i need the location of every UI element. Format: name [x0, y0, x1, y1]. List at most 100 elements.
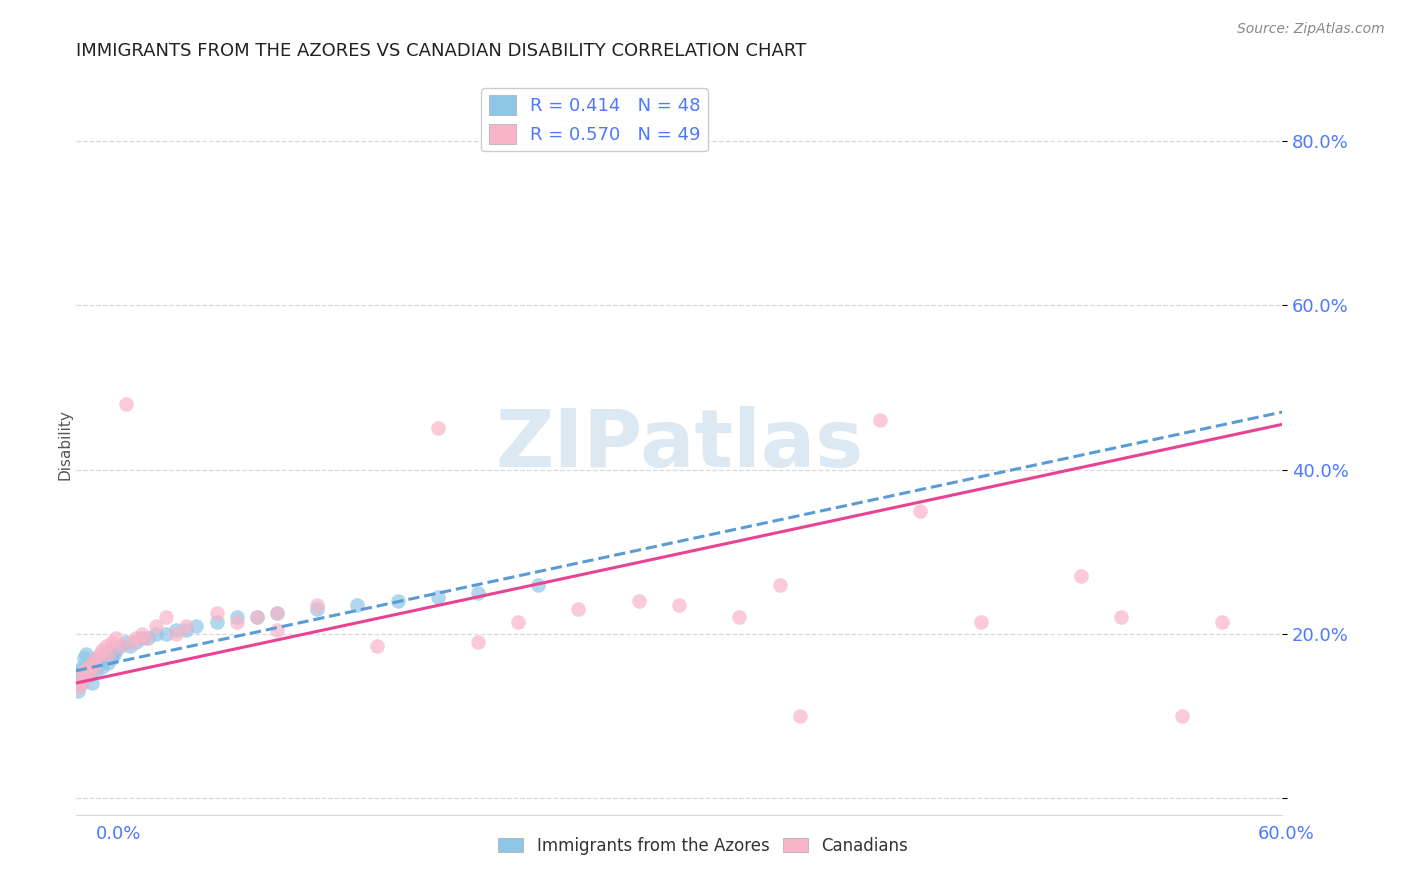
Point [105, 631, 128, 645]
Point [186, 618, 208, 632]
Point [103, 648, 125, 662]
Point [98, 643, 121, 657]
Point [145, 627, 167, 641]
Point [83, 659, 105, 673]
Point [89, 648, 111, 662]
Point [84, 651, 107, 665]
Point [75, 664, 97, 678]
Point [120, 639, 142, 653]
Point [1111, 610, 1133, 624]
Point [1170, 709, 1192, 723]
Point [131, 631, 153, 645]
Point [135, 631, 157, 645]
Point [165, 627, 187, 641]
Point [307, 602, 329, 616]
Point [728, 610, 751, 624]
Point [508, 615, 530, 629]
Point [266, 607, 288, 621]
Point [69, 672, 91, 686]
Point [627, 594, 650, 608]
Point [73, 664, 96, 678]
Point [266, 607, 288, 621]
Point [115, 635, 138, 649]
Point [346, 598, 368, 612]
Point [176, 623, 198, 637]
Point [266, 623, 288, 637]
Point [467, 586, 489, 600]
Point [108, 639, 131, 653]
Point [176, 618, 198, 632]
Point [76, 659, 98, 673]
Point [79, 668, 101, 682]
Point [668, 598, 690, 612]
Point [70, 659, 93, 673]
Point [136, 631, 159, 645]
Point [94, 648, 117, 662]
Text: ZIPatlas: ZIPatlas [495, 406, 863, 483]
Point [131, 627, 153, 641]
Point [94, 639, 117, 653]
Point [73, 651, 96, 665]
Point [789, 709, 811, 723]
Point [66, 684, 89, 698]
Point [307, 598, 329, 612]
Text: 0.0%: 0.0% [96, 825, 141, 843]
Point [567, 602, 589, 616]
Point [869, 413, 891, 427]
Point [387, 594, 409, 608]
Point [768, 577, 790, 591]
Point [246, 610, 269, 624]
Point [89, 651, 111, 665]
Point [84, 651, 107, 665]
Point [80, 656, 103, 670]
Point [125, 635, 148, 649]
Point [80, 656, 103, 670]
Point [90, 643, 112, 657]
Point [69, 676, 91, 690]
Point [97, 656, 120, 670]
Point [527, 577, 550, 591]
Text: IMMIGRANTS FROM THE AZORES VS CANADIAN DISABILITY CORRELATION CHART: IMMIGRANTS FROM THE AZORES VS CANADIAN D… [76, 42, 806, 60]
Point [467, 635, 489, 649]
Point [121, 635, 143, 649]
Point [75, 648, 97, 662]
Text: Source: ZipAtlas.com: Source: ZipAtlas.com [1237, 22, 1385, 37]
Point [426, 590, 449, 604]
Point [75, 668, 97, 682]
Point [83, 659, 105, 673]
Point [205, 607, 228, 621]
Point [115, 397, 138, 411]
Point [87, 656, 110, 670]
Point [910, 503, 932, 517]
Point [79, 664, 101, 678]
Point [66, 672, 89, 686]
Point [969, 615, 991, 629]
Point [225, 610, 247, 624]
Point [108, 639, 131, 653]
Point [1211, 615, 1233, 629]
Point [1070, 569, 1092, 583]
Point [66, 680, 89, 694]
Point [70, 676, 93, 690]
Point [76, 659, 98, 673]
Point [165, 623, 187, 637]
Point [69, 664, 91, 678]
Point [145, 618, 167, 632]
Point [155, 627, 177, 641]
Point [73, 668, 96, 682]
Point [101, 635, 124, 649]
Point [84, 664, 107, 678]
Point [97, 648, 120, 662]
Point [105, 643, 128, 657]
Legend: R = 0.414   N = 48, R = 0.570   N = 49: R = 0.414 N = 48, R = 0.570 N = 49 [481, 88, 707, 151]
Point [70, 676, 93, 690]
Point [225, 615, 247, 629]
Point [426, 421, 449, 435]
Point [205, 615, 228, 629]
Point [80, 676, 103, 690]
Point [101, 651, 124, 665]
Point [125, 631, 148, 645]
Y-axis label: Disability: Disability [58, 409, 72, 480]
Point [246, 610, 269, 624]
Point [90, 659, 112, 673]
